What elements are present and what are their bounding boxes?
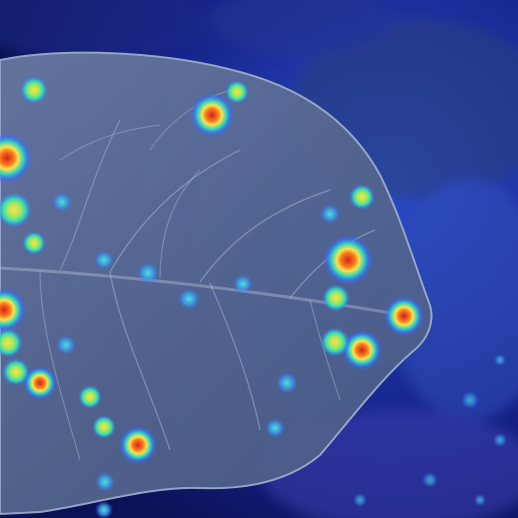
- hotspot: [225, 80, 249, 104]
- hotspot: [23, 366, 57, 400]
- hotspot: [265, 418, 285, 438]
- hotspot: [178, 288, 200, 310]
- leaf: [0, 51, 433, 516]
- hotspot: [349, 184, 375, 210]
- hotspot: [119, 426, 157, 464]
- hotspot: [276, 372, 298, 394]
- hotspot: [56, 335, 76, 355]
- hotspot: [94, 250, 114, 270]
- hotspot: [95, 501, 113, 518]
- hotspot: [0, 192, 32, 228]
- heatmap-overlay: [0, 76, 424, 518]
- hotspot: [0, 288, 26, 332]
- hotspot: [0, 133, 32, 183]
- hotspot: [320, 327, 350, 357]
- hotspot: [342, 330, 382, 370]
- hotspot: [233, 274, 253, 294]
- hotspot: [384, 296, 424, 336]
- hotspot: [22, 231, 46, 255]
- hotspot: [95, 472, 115, 492]
- hotspot: [20, 76, 48, 104]
- leaf-veins: [0, 89, 421, 461]
- hotspot: [52, 192, 72, 212]
- background-speckles: [353, 354, 507, 507]
- hotspot: [78, 385, 102, 409]
- hotspot: [92, 415, 116, 439]
- hotspot: [137, 262, 159, 284]
- hotspot: [0, 328, 23, 358]
- hotspot: [322, 284, 350, 312]
- hotspot: [323, 235, 373, 285]
- hotspot: [2, 358, 30, 386]
- hotspot: [320, 204, 340, 224]
- hotspot: [190, 93, 234, 137]
